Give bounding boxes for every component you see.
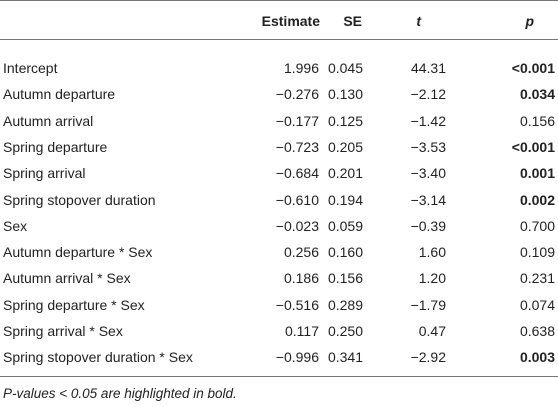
t-cell: −2.12	[410, 86, 446, 103]
row-label: Spring stopover duration	[3, 191, 156, 208]
se-cell: 0.250	[327, 323, 363, 339]
row-label: Intercept	[3, 60, 58, 76]
bottom-rule	[0, 376, 558, 377]
p-cell: 0.109	[519, 244, 555, 261]
se-cell: 0.156	[327, 270, 363, 287]
row-label: Autumn departure * Sex	[3, 244, 153, 261]
estimate-cell: −0.723	[275, 138, 319, 155]
se-cell: 0.289	[327, 296, 363, 313]
p-cell: 0.001	[519, 165, 555, 182]
t-cell: 0.47	[418, 323, 446, 339]
p-cell: 0.034	[519, 86, 555, 103]
estimate-cell: −0.610	[275, 191, 319, 208]
estimate-cell: −0.516	[275, 296, 319, 313]
row-label: Autumn arrival * Sex	[3, 270, 131, 287]
p-cell: 0.003	[519, 349, 555, 366]
p-cell: 0.074	[519, 296, 555, 313]
t-cell: −3.14	[410, 191, 446, 208]
estimate-cell: −0.177	[275, 112, 319, 129]
se-cell: 0.194	[327, 191, 363, 208]
column-header: Estimate	[261, 13, 320, 29]
footnote: P-values < 0.05 are highlighted in bold.	[3, 386, 237, 401]
estimate-cell: −0.684	[275, 165, 319, 182]
p-cell: 0.156	[519, 112, 555, 129]
top-rule	[0, 0, 558, 1]
p-cell: 0.002	[519, 191, 555, 208]
estimate-cell: 1.996	[283, 60, 319, 76]
t-cell: −1.42	[410, 112, 446, 129]
t-cell: −3.53	[410, 138, 446, 155]
header-rule	[0, 39, 558, 40]
estimate-cell: −0.996	[275, 349, 319, 366]
se-cell: 0.130	[327, 86, 363, 103]
column-header: p	[525, 13, 534, 29]
p-cell: 0.231	[519, 270, 555, 287]
estimate-cell: 0.186	[283, 270, 319, 287]
row-label: Spring departure * Sex	[3, 296, 145, 313]
estimate-cell: 0.117	[285, 323, 319, 339]
row-label: Spring arrival	[3, 165, 86, 182]
se-cell: 0.059	[327, 217, 363, 234]
t-cell: 1.20	[418, 270, 446, 287]
se-cell: 0.201	[327, 165, 363, 182]
t-cell: −3.40	[410, 165, 446, 182]
t-cell: −1.79	[410, 296, 446, 313]
row-label: Spring departure	[3, 138, 108, 155]
t-cell: 1.60	[418, 244, 446, 261]
p-cell: 0.700	[519, 217, 555, 234]
se-cell: 0.045	[327, 60, 363, 76]
se-cell: 0.125	[327, 112, 363, 129]
p-cell: 0.638	[519, 323, 555, 339]
column-header: t	[416, 13, 421, 29]
estimate-cell: −0.276	[275, 86, 319, 103]
row-label: Spring stopover duration * Sex	[3, 349, 193, 366]
se-cell: 0.341	[327, 349, 363, 366]
estimate-cell: 0.256	[283, 244, 319, 261]
se-cell: 0.160	[327, 244, 363, 261]
row-label: Sex	[3, 217, 28, 234]
estimate-cell: −0.023	[275, 217, 319, 234]
t-cell: 44.31	[410, 60, 446, 76]
p-cell: <0.001	[511, 138, 555, 155]
t-cell: −2.92	[410, 349, 446, 366]
row-label: Autumn departure	[3, 86, 116, 103]
column-header: SE	[343, 13, 362, 29]
row-label: Autumn arrival	[3, 112, 94, 129]
se-cell: 0.205	[327, 138, 363, 155]
row-label: Spring arrival * Sex	[3, 323, 123, 339]
p-cell: <0.001	[511, 60, 555, 76]
t-cell: −0.39	[410, 217, 446, 234]
